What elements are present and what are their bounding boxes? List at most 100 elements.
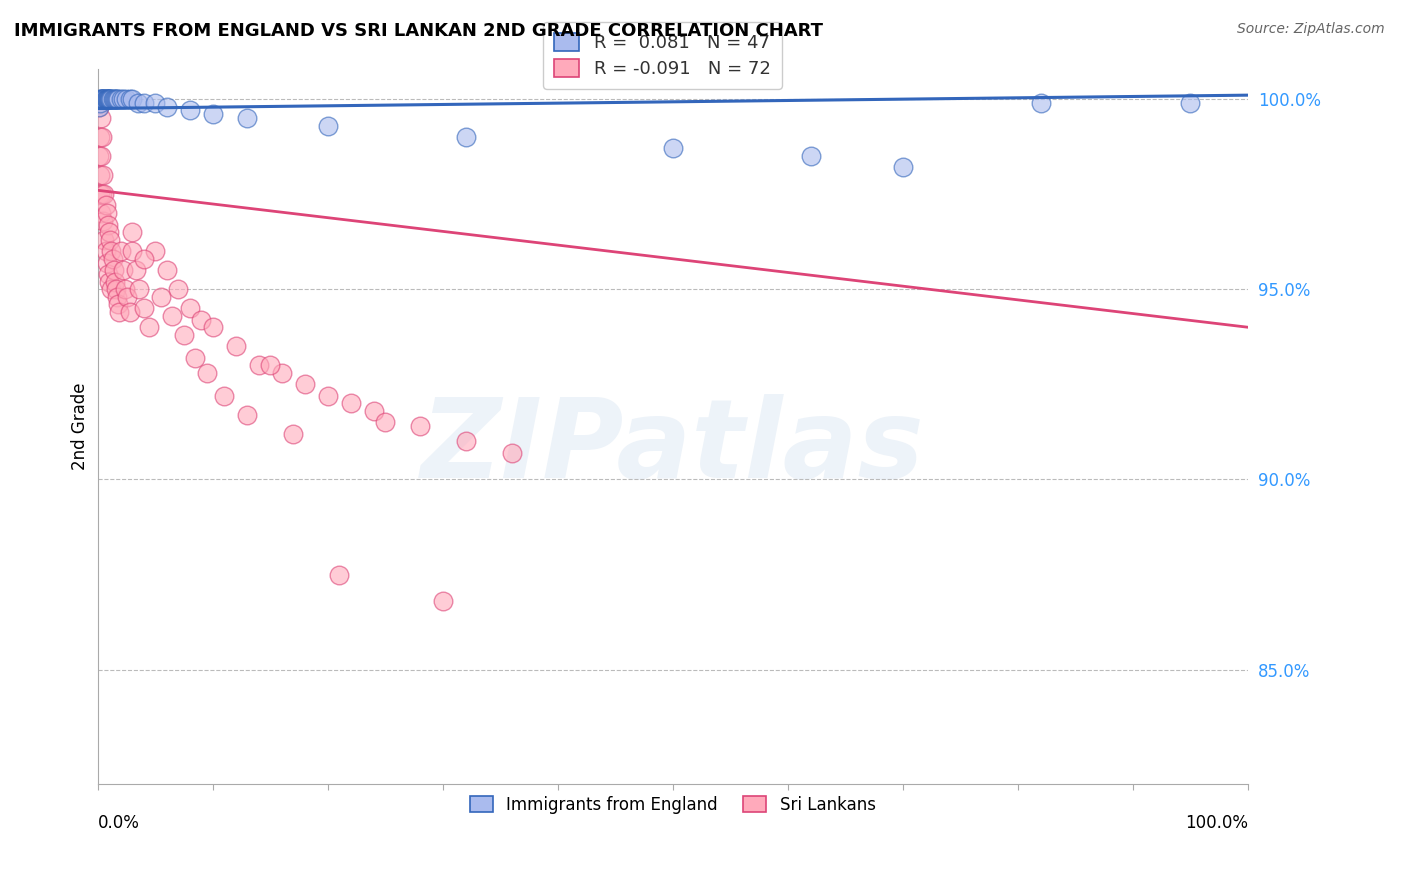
Y-axis label: 2nd Grade: 2nd Grade [72, 383, 89, 470]
Point [662, 141, 685, 155]
Point [143, 244, 166, 259]
Point [91, 92, 114, 106]
Point [89, 168, 111, 182]
Point [101, 92, 124, 106]
Point [97, 267, 120, 281]
Point [90, 92, 112, 106]
Point [96, 255, 118, 269]
Point [132, 301, 155, 316]
Point [800, 149, 823, 163]
Point [236, 408, 259, 422]
Text: ZIPatlas: ZIPatlas [420, 394, 925, 501]
Point [100, 244, 122, 259]
Point [103, 92, 125, 106]
Point [128, 282, 150, 296]
Point [167, 282, 190, 296]
Point [101, 252, 124, 266]
Point [891, 161, 914, 175]
Point [363, 404, 385, 418]
Point [110, 244, 132, 259]
Point [100, 92, 122, 106]
Point [90, 149, 112, 163]
Point [124, 263, 146, 277]
Point [121, 244, 143, 259]
Point [408, 419, 430, 434]
Point [98, 225, 121, 239]
Point [94, 244, 117, 259]
Point [328, 567, 350, 582]
Point [316, 119, 339, 133]
Point [138, 320, 160, 334]
Point [1180, 95, 1202, 110]
Point [316, 389, 339, 403]
Point [87, 99, 110, 113]
Point [118, 305, 141, 319]
Point [201, 320, 224, 334]
Point [96, 92, 118, 106]
Point [179, 301, 201, 316]
Point [114, 282, 136, 296]
Point [374, 416, 396, 430]
Point [132, 95, 155, 110]
Point [149, 290, 172, 304]
Point [98, 92, 121, 106]
Point [90, 92, 112, 106]
Point [89, 130, 111, 145]
Point [281, 426, 304, 441]
Point [127, 95, 149, 110]
Point [132, 252, 155, 266]
Point [97, 92, 120, 106]
Point [118, 92, 141, 106]
Point [103, 263, 125, 277]
Point [91, 187, 114, 202]
Point [162, 309, 184, 323]
Point [87, 99, 110, 113]
Point [155, 99, 177, 113]
Point [89, 95, 111, 110]
Point [184, 351, 207, 365]
Point [111, 92, 134, 106]
Point [98, 275, 121, 289]
Point [93, 187, 115, 202]
Point [98, 92, 121, 106]
Point [294, 377, 316, 392]
Legend: Immigrants from England, Sri Lankans: Immigrants from England, Sri Lankans [461, 788, 884, 822]
Point [195, 366, 218, 380]
Point [105, 92, 128, 106]
Point [121, 225, 143, 239]
Point [89, 187, 111, 202]
Point [91, 92, 114, 106]
Point [90, 111, 112, 125]
Point [97, 92, 120, 106]
Point [247, 359, 270, 373]
Point [270, 366, 292, 380]
Point [259, 359, 281, 373]
Point [91, 92, 114, 106]
Point [98, 92, 121, 106]
Point [454, 130, 477, 145]
Point [501, 446, 523, 460]
Point [111, 263, 134, 277]
Point [108, 305, 131, 319]
Point [93, 233, 115, 247]
Point [93, 92, 115, 106]
Text: Source: ZipAtlas.com: Source: ZipAtlas.com [1237, 22, 1385, 37]
Point [143, 95, 166, 110]
Point [89, 92, 111, 106]
Point [100, 282, 122, 296]
Point [107, 297, 129, 311]
Point [91, 168, 114, 182]
Point [87, 149, 110, 163]
Text: 0.0%: 0.0% [97, 814, 139, 832]
Point [105, 290, 128, 304]
Point [94, 92, 117, 106]
Point [454, 434, 477, 449]
Point [104, 275, 127, 289]
Point [90, 206, 112, 220]
Point [1029, 95, 1052, 110]
Point [173, 327, 195, 342]
Point [155, 263, 177, 277]
Point [94, 198, 117, 212]
Point [96, 206, 118, 220]
Text: 100.0%: 100.0% [1185, 814, 1249, 832]
